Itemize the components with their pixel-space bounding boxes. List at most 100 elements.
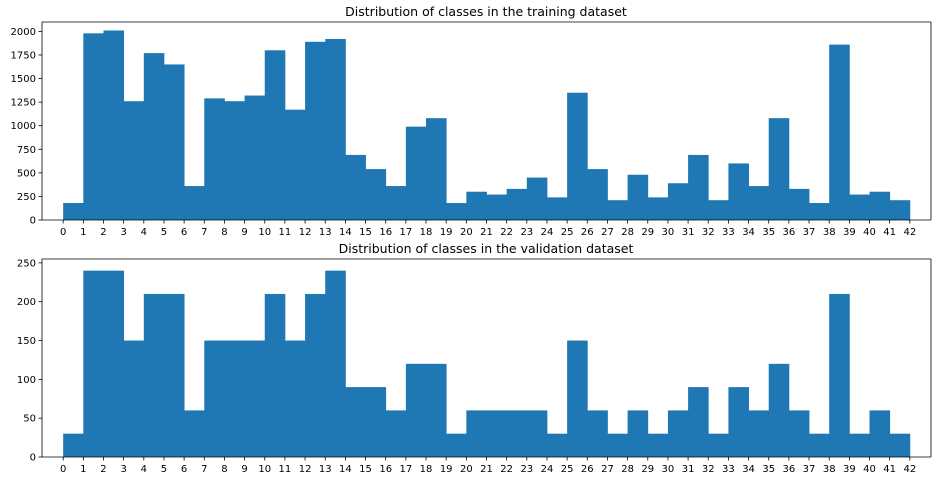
validation-bar-28	[627, 410, 649, 457]
training-chart-title: Distribution of classes in the training …	[345, 4, 627, 19]
training-x-tick-label-26: 26	[581, 227, 594, 238]
validation-x-tick-label-25: 25	[561, 464, 574, 475]
validation-bar-4	[143, 293, 165, 457]
validation-x-tick-label-30: 30	[662, 464, 675, 475]
training-x-tick-label-5: 5	[161, 227, 167, 238]
training-x-tick-label-1: 1	[80, 227, 86, 238]
validation-plot-area: 0 1 2 3 4 5 6 7 8 9 10 11 12 13 14 15 16 17 18 19 20 21 22 23 24…	[17, 258, 932, 475]
validation-bar-14	[345, 387, 366, 457]
validation-x-tick-label-36: 36	[783, 464, 796, 475]
validation-x-tick-label-22: 22	[500, 464, 513, 475]
validation-x-tick-label-42: 42	[903, 464, 916, 475]
training-x-tick-label-24: 24	[541, 227, 554, 238]
training-bar-20	[466, 191, 487, 220]
training-x-tick-label-13: 13	[319, 227, 332, 238]
training-bar-8	[224, 101, 245, 220]
validation-bar-0	[63, 433, 84, 457]
validation-y-tick-label-200: 200	[17, 297, 36, 308]
validation-bar-19	[446, 433, 467, 457]
validation-x-tick-label-41: 41	[883, 464, 896, 475]
validation-bar-27	[607, 433, 629, 457]
training-bar-18	[426, 118, 447, 220]
training-y-tick-label-750: 750	[17, 145, 36, 156]
training-x-tick-label-30: 30	[662, 227, 675, 238]
validation-x-tick-label-2: 2	[100, 464, 106, 475]
training-x-tick-label-37: 37	[803, 227, 816, 238]
training-bar-32	[708, 200, 729, 220]
training-x-tick-label-11: 11	[279, 227, 292, 238]
validation-x-tick-label-24: 24	[541, 464, 554, 475]
training-bar-15	[365, 169, 387, 220]
validation-x-tick-label-20: 20	[460, 464, 473, 475]
validation-bar-34	[748, 410, 770, 457]
training-y-tick-label-1000: 1000	[11, 121, 36, 132]
training-bar-37	[809, 203, 830, 220]
training-bar-38	[829, 44, 850, 220]
validation-y-tick-label-100: 100	[17, 375, 36, 386]
training-x-tick-label-19: 19	[440, 227, 453, 238]
validation-x-tick-label-12: 12	[299, 464, 312, 475]
training-x-tick-label-17: 17	[399, 227, 412, 238]
validation-bar-1	[83, 270, 104, 457]
validation-x-tick-label-23: 23	[520, 464, 533, 475]
training-x-tick-label-15: 15	[359, 227, 372, 238]
validation-x-tick-label-21: 21	[480, 464, 493, 475]
training-x-tick-label-39: 39	[843, 227, 856, 238]
training-bar-26	[587, 169, 608, 220]
training-chart: Distribution of classes in the training …	[11, 4, 932, 238]
training-bar-21	[486, 194, 508, 220]
training-bar-24	[546, 197, 568, 220]
training-bar-2	[103, 30, 125, 220]
training-x-tick-label-3: 3	[120, 227, 126, 238]
validation-x-tick-label-34: 34	[742, 464, 755, 475]
training-bar-34	[748, 186, 770, 220]
training-y-tick-label-1250: 1250	[11, 98, 36, 109]
training-y-tick-label-250: 250	[17, 192, 36, 203]
validation-bar-21	[486, 410, 508, 457]
validation-x-tick-label-32: 32	[702, 464, 715, 475]
validation-bar-33	[728, 387, 749, 457]
validation-x-tick-label-6: 6	[181, 464, 187, 475]
validation-y-tick-label-0: 0	[30, 453, 36, 464]
training-x-tick-label-9: 9	[241, 227, 247, 238]
validation-bar-3	[123, 340, 145, 457]
training-x-tick-label-2: 2	[100, 227, 106, 238]
training-x-tick-label-32: 32	[702, 227, 715, 238]
validation-bar-26	[587, 410, 608, 457]
validation-x-tick-label-8: 8	[221, 464, 227, 475]
validation-bar-7	[204, 340, 225, 457]
training-x-tick-label-20: 20	[460, 227, 473, 238]
validation-x-tick-label-28: 28	[621, 464, 634, 475]
validation-x-tick-label-15: 15	[359, 464, 372, 475]
validation-x-tick-label-39: 39	[843, 464, 856, 475]
training-x-tick-label-29: 29	[641, 227, 654, 238]
training-bar-1	[83, 33, 104, 220]
validation-bar-40	[869, 410, 891, 457]
validation-y-tick-label-150: 150	[17, 336, 36, 347]
validation-x-tick-label-29: 29	[641, 464, 654, 475]
validation-bar-39	[849, 433, 870, 457]
validation-bar-41	[889, 433, 911, 457]
validation-x-tick-label-9: 9	[241, 464, 247, 475]
training-bar-23	[526, 177, 548, 220]
validation-bar-8	[224, 340, 245, 457]
training-bar-22	[506, 188, 528, 220]
training-bar-16	[385, 186, 407, 220]
training-bar-19	[446, 203, 467, 220]
validation-x-tick-label-18: 18	[420, 464, 433, 475]
training-x-tick-label-16: 16	[379, 227, 392, 238]
training-bar-36	[788, 188, 810, 220]
training-x-tick-label-41: 41	[883, 227, 896, 238]
validation-x-tick-label-38: 38	[823, 464, 836, 475]
training-x-tick-label-14: 14	[339, 227, 352, 238]
validation-x-tick-label-13: 13	[319, 464, 332, 475]
training-bar-12	[305, 41, 326, 220]
training-x-tick-label-31: 31	[682, 227, 695, 238]
training-bar-6	[184, 186, 205, 220]
validation-x-tick-label-40: 40	[863, 464, 876, 475]
training-y-tick-label-0: 0	[30, 216, 36, 227]
training-x-tick-label-18: 18	[420, 227, 433, 238]
validation-x-tick-label-33: 33	[722, 464, 735, 475]
training-x-tick-label-8: 8	[221, 227, 227, 238]
